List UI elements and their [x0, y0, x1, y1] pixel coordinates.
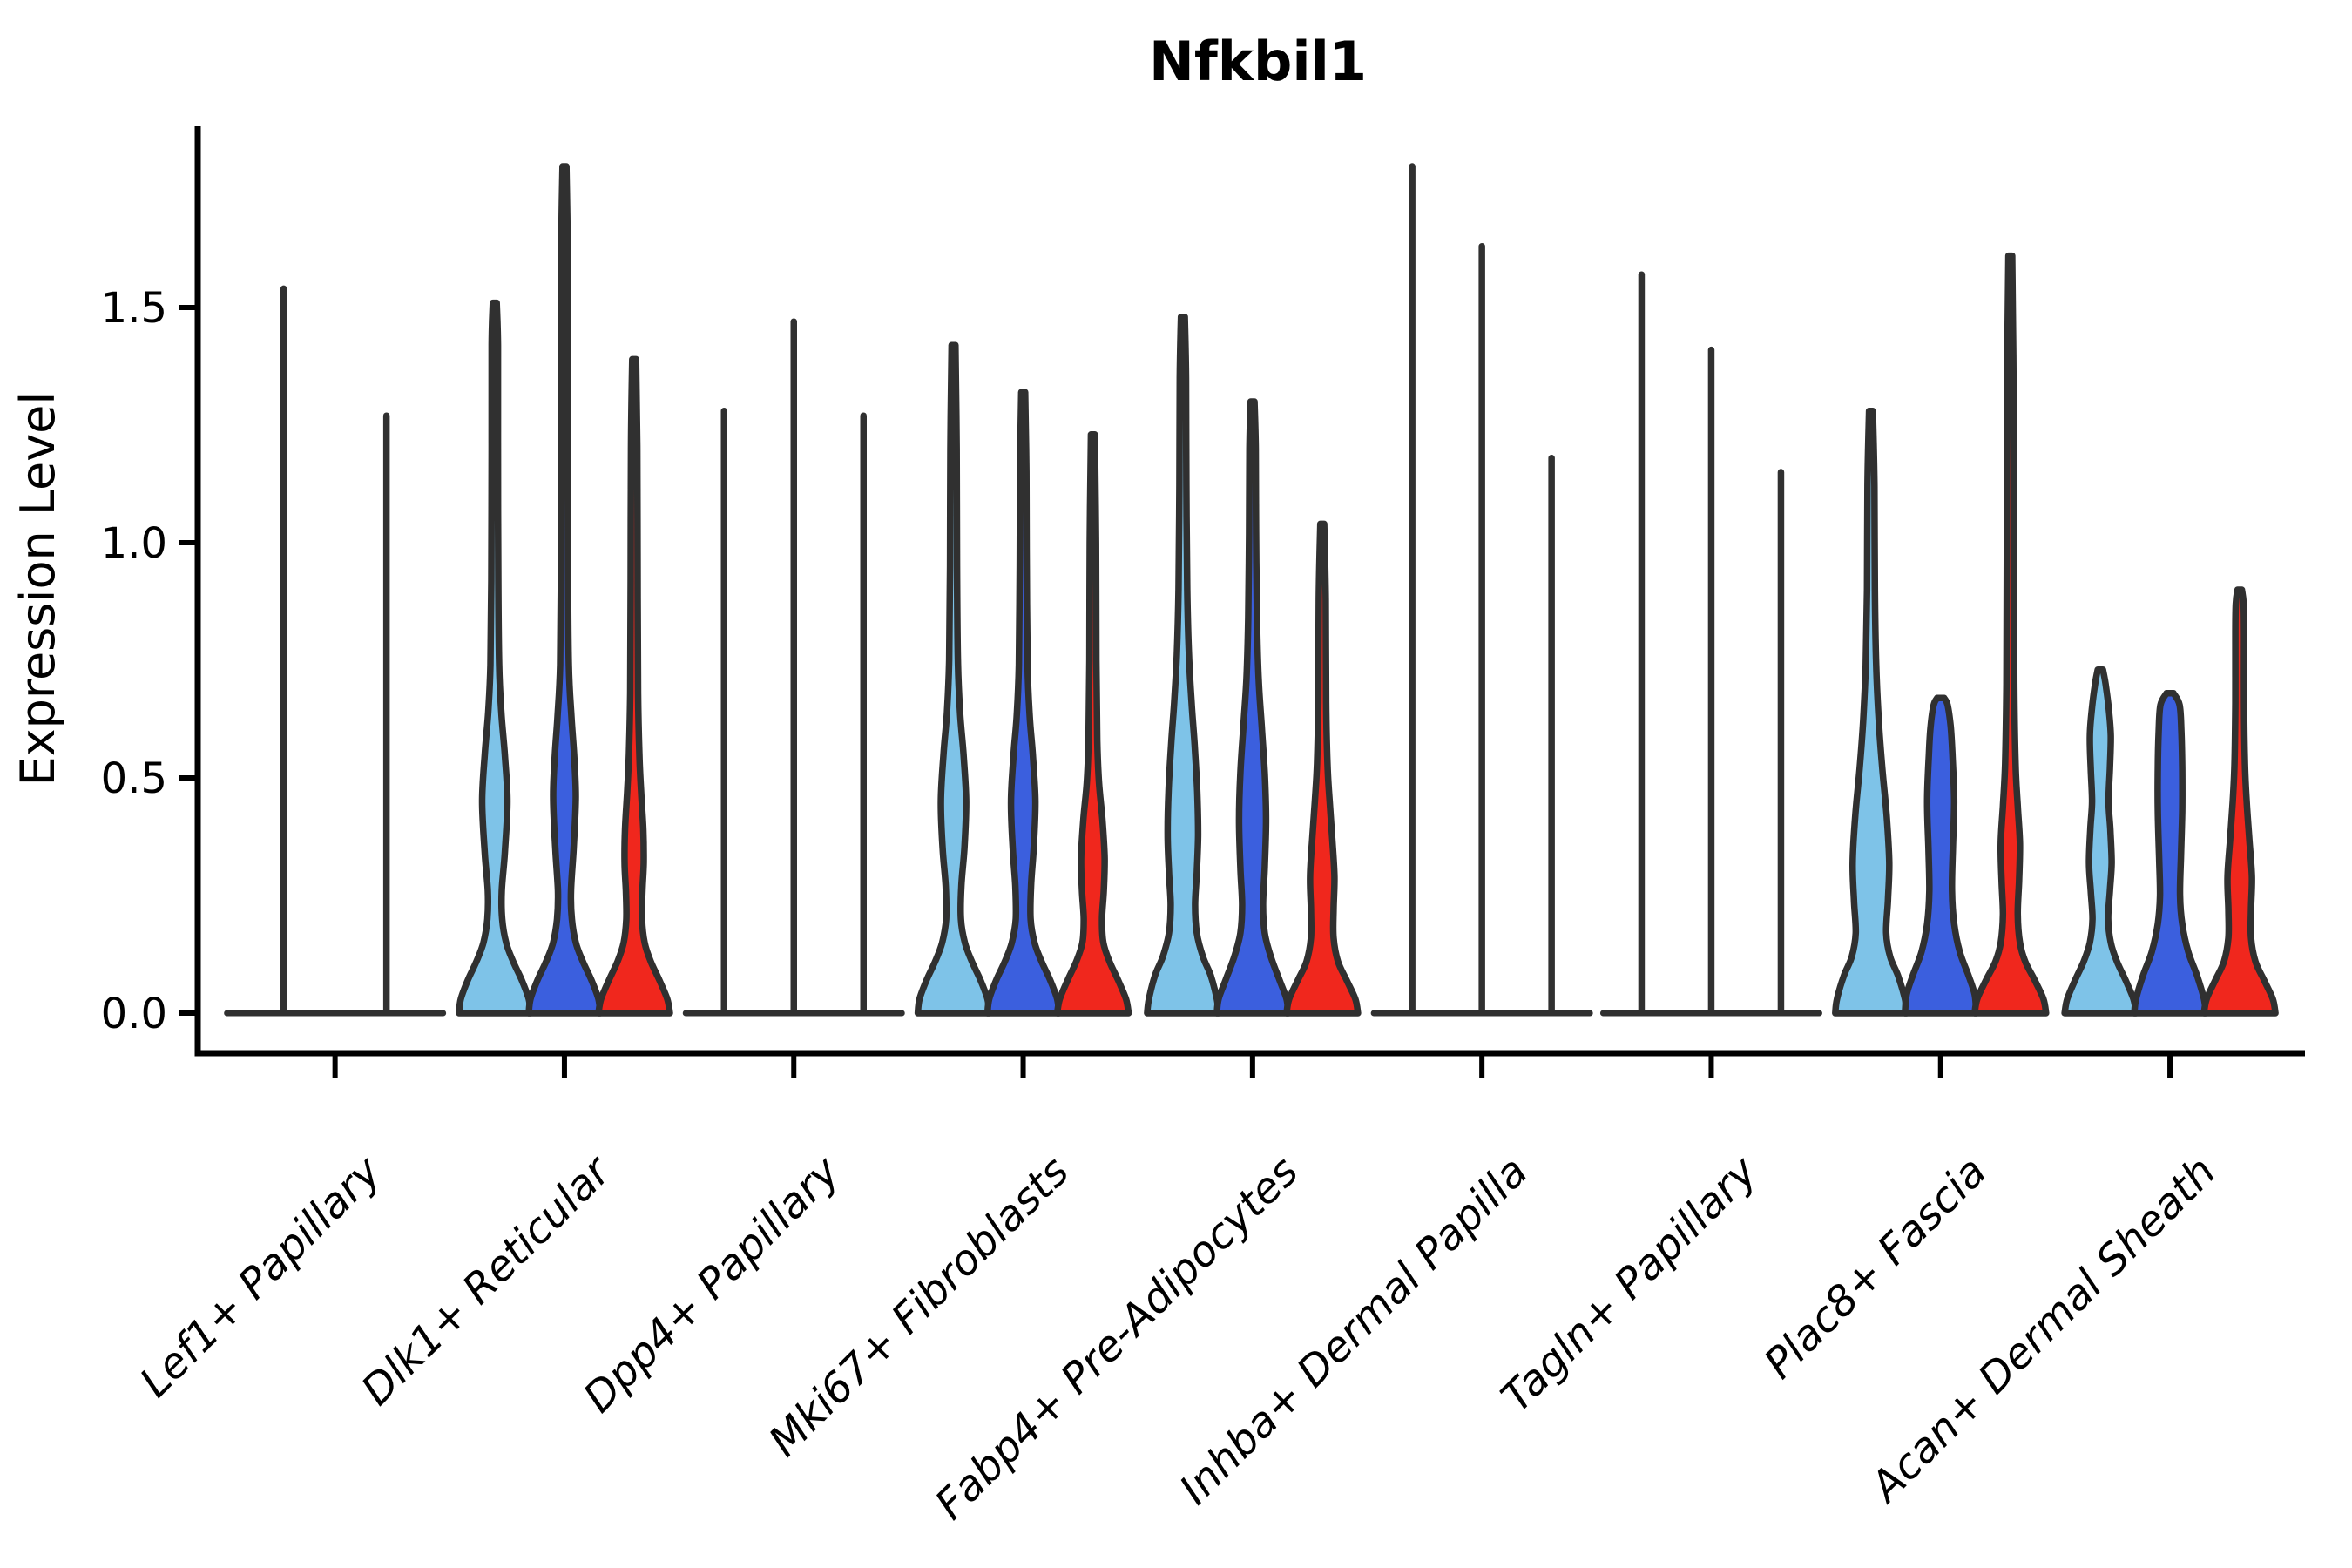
x-category-label: Dpp4+ Papillary — [574, 1146, 849, 1422]
chart-title: Nfkbil1 — [1149, 30, 1367, 93]
y-axis-label: Expression Level — [10, 392, 65, 787]
y-tick-label: 1.0 — [101, 519, 167, 568]
violin-lightblue — [1832, 408, 1910, 1017]
x-category-label: Dlk1+ Reticular — [352, 1146, 622, 1416]
violin-red — [1971, 252, 2050, 1017]
violin-red — [595, 355, 673, 1017]
y-tick-label: 1.5 — [101, 284, 167, 333]
x-category-label: Plac8+ Fascia — [1755, 1147, 1997, 1389]
violin-lightblue — [1144, 314, 1222, 1017]
violin-red — [1053, 431, 1132, 1017]
violin-blue — [1902, 694, 1980, 1017]
x-category-label: Fabp4+ Pre-Adipocytes — [926, 1147, 1308, 1530]
violin-red — [1283, 520, 1362, 1017]
violin-blue — [1213, 398, 1292, 1017]
violin-blue — [2131, 690, 2209, 1017]
violin-red — [2200, 586, 2279, 1017]
x-category-label: Tagln+ Papillary — [1492, 1146, 1767, 1422]
x-category-label: Lef1+ Papillary — [131, 1146, 391, 1407]
y-tick-label: 0.5 — [101, 754, 167, 803]
violin-blue — [525, 163, 604, 1017]
violin-lightblue — [2061, 666, 2139, 1017]
y-tick-label: 0.0 — [101, 990, 167, 1038]
violin-lightblue — [456, 299, 534, 1017]
y-axis-ticks: 0.0 0.5 1.0 1.5 — [101, 284, 198, 1038]
violin-blue — [983, 389, 1063, 1017]
violins-layer — [224, 163, 2279, 1017]
violin-lightblue — [914, 341, 993, 1017]
